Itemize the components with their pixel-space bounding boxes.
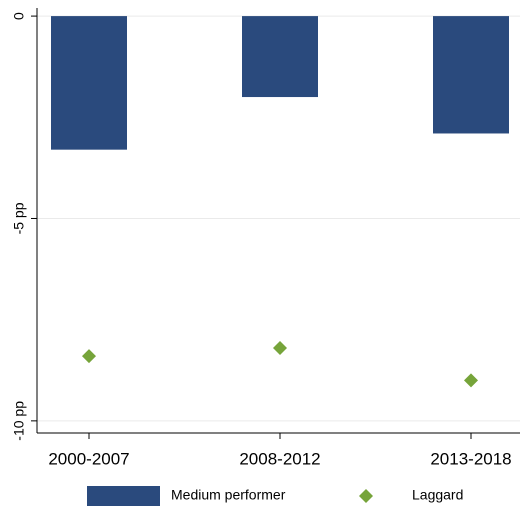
- bar: [242, 16, 318, 98]
- y-tick-label: 0: [11, 12, 27, 20]
- x-tick-label: 2008-2012: [239, 449, 320, 468]
- x-tick-label: 2013-2018: [430, 449, 511, 468]
- marker: [273, 341, 287, 355]
- y-tick-label: -10 pp: [11, 401, 27, 441]
- legend-swatch: [359, 489, 373, 503]
- marker: [82, 349, 96, 364]
- y-tick-label: -5 pp: [11, 202, 27, 234]
- bar: [51, 16, 127, 150]
- legend-swatch: [87, 486, 160, 506]
- marker: [464, 373, 478, 388]
- legend-label: Medium performer: [171, 487, 286, 503]
- x-tick-label: 2000-2007: [48, 449, 129, 468]
- legend-label: Laggard: [412, 487, 463, 503]
- bar: [433, 16, 509, 134]
